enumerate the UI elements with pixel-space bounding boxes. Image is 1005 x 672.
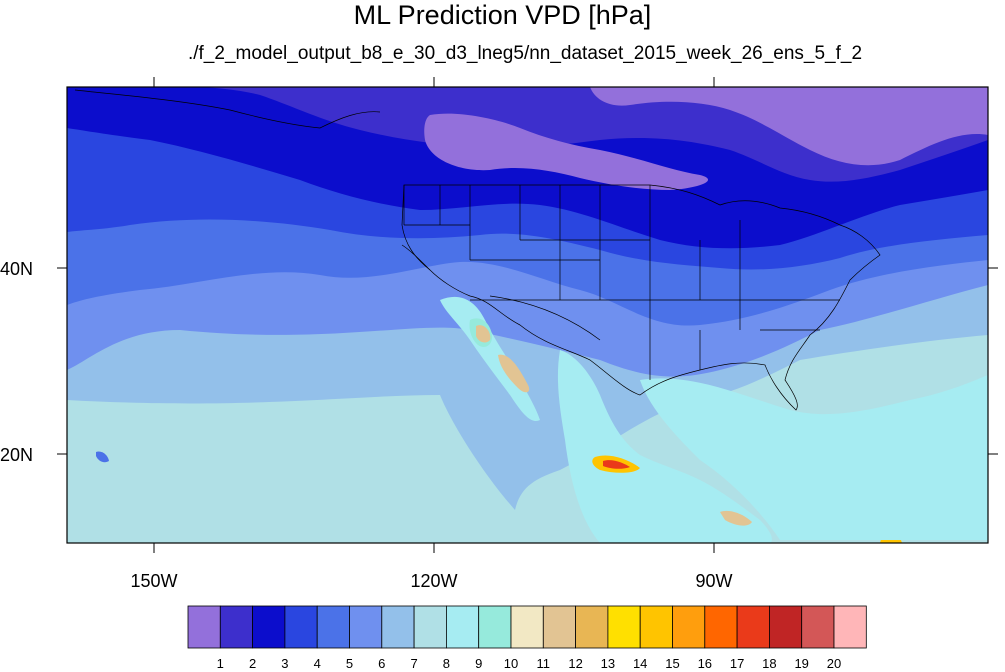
colorbar-swatch — [413, 605, 447, 649]
colorbar-tick-label: 12 — [568, 656, 583, 671]
colorbar-tick-label: 1 — [216, 656, 224, 671]
colorbar-swatch — [833, 605, 867, 649]
colorbar-tick-label: 3 — [281, 656, 289, 671]
colorbar — [187, 605, 867, 649]
contour-field — [67, 87, 988, 543]
political-boundaries — [74, 89, 881, 411]
colorbar-tick-label: 9 — [475, 656, 483, 671]
colorbar-tick-label: 15 — [665, 656, 680, 671]
colorbar-swatch — [801, 605, 835, 649]
colorbar-swatch — [478, 605, 512, 649]
colorbar-tick-label: 8 — [442, 656, 450, 671]
colorbar-swatch — [639, 605, 673, 649]
lon-label-150w: 150W — [130, 571, 178, 591]
colorbar-tick-label: 20 — [826, 656, 842, 671]
colorbar-tick-label: 17 — [729, 656, 745, 671]
colorbar-tick-label: 16 — [697, 656, 713, 671]
colorbar-tick-label: 2 — [248, 656, 257, 671]
colorbar-tick-label: 4 — [313, 656, 321, 671]
colorbar-swatch — [187, 605, 221, 649]
colorbar-tick-label: 14 — [632, 656, 648, 671]
colorbar-swatch — [542, 605, 576, 649]
colorbar-tick-label: 6 — [378, 656, 386, 671]
lon-label-120w: 120W — [410, 571, 458, 591]
colorbar-swatch — [349, 605, 383, 649]
colorbar-swatch — [252, 605, 286, 649]
map-title: ML Prediction VPD [hPa] — [353, 0, 652, 30]
colorbar-swatch — [284, 605, 318, 649]
colorbar-swatch — [672, 605, 706, 649]
lon-label-90w: 90W — [695, 571, 733, 591]
colorbar-swatch — [607, 605, 641, 649]
colorbar-swatch — [769, 605, 803, 649]
lat-label-40n: 40N — [0, 259, 34, 279]
colorbar-swatch — [219, 605, 254, 649]
colorbar-swatch — [736, 605, 770, 649]
lat-label-20n: 20N — [0, 445, 34, 465]
map-frame — [66, 86, 989, 544]
colorbar-swatch — [445, 605, 480, 649]
colorbar-tick-label: 18 — [762, 656, 777, 671]
colorbar-tick-label: 19 — [794, 656, 809, 671]
colorbar-tick-label: 11 — [536, 656, 551, 671]
map-subtitle: ./f_2_model_output_b8_e_30_d3_lneg5/nn_d… — [187, 43, 863, 64]
colorbar-swatch — [381, 605, 415, 649]
colorbar-swatch — [316, 605, 350, 649]
axis-ticks — [57, 77, 998, 553]
colorbar-tick-label: 5 — [345, 656, 354, 671]
colorbar-tick-label: 10 — [503, 656, 519, 671]
colorbar-tick-label: 13 — [600, 656, 616, 671]
colorbar-swatch — [575, 605, 609, 649]
colorbar-swatch — [510, 605, 544, 649]
colorbar-tick-label: 7 — [410, 656, 418, 671]
colorbar-swatch — [704, 605, 738, 649]
